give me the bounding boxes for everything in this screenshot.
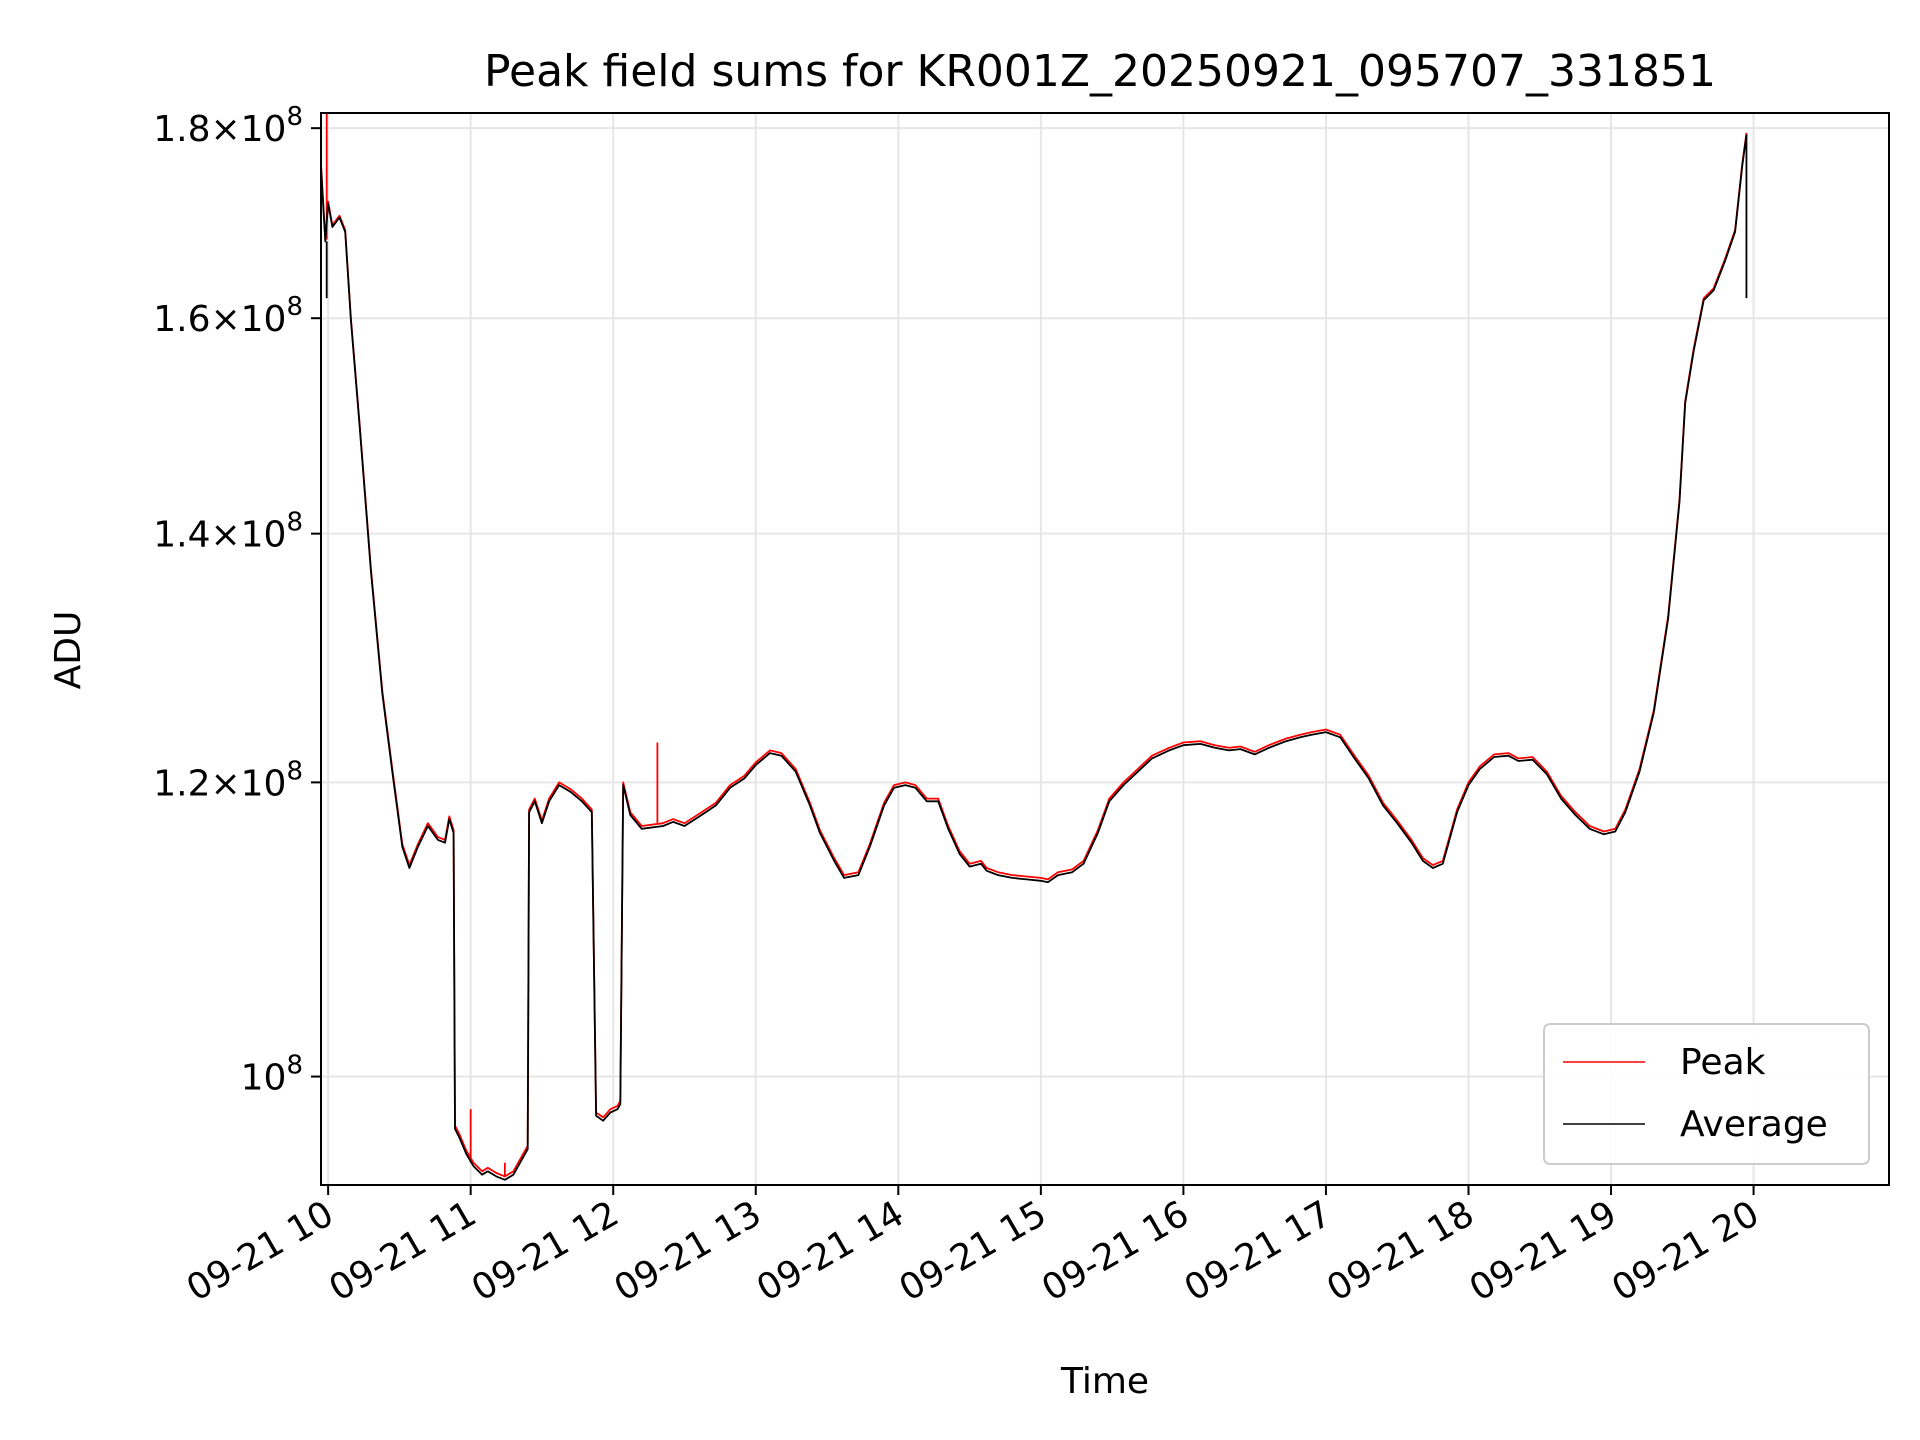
legend-label-average: Average — [1680, 1104, 1828, 1145]
y-tick-label: 1.6×108 — [153, 292, 303, 340]
y-tick-label: 108 — [241, 1051, 303, 1099]
y-tick-label: 1.8×108 — [153, 102, 303, 150]
y-tick-label: 1.4×108 — [153, 508, 303, 556]
series-line-peak — [321, 132, 1748, 1178]
plot-frame — [320, 112, 1890, 1186]
series-layer — [321, 113, 1748, 1181]
y-axis: 108 1.2×108 1.4×108 1.6×108 1.8×108 — [153, 102, 321, 1099]
y-axis-label: ADU — [48, 611, 89, 690]
x-axis-label: Time — [1060, 1361, 1149, 1402]
legend-label-peak: Peak — [1680, 1042, 1766, 1083]
legend-box — [1543, 1023, 1870, 1165]
y-tick-label: 1.2×108 — [153, 756, 303, 804]
chart-title: Peak field sums for KR001Z_20250921_0957… — [484, 46, 1716, 97]
legend: Peak Average — [1543, 1023, 1870, 1165]
series-line-average — [321, 134, 1748, 1181]
grid — [321, 113, 1889, 1185]
